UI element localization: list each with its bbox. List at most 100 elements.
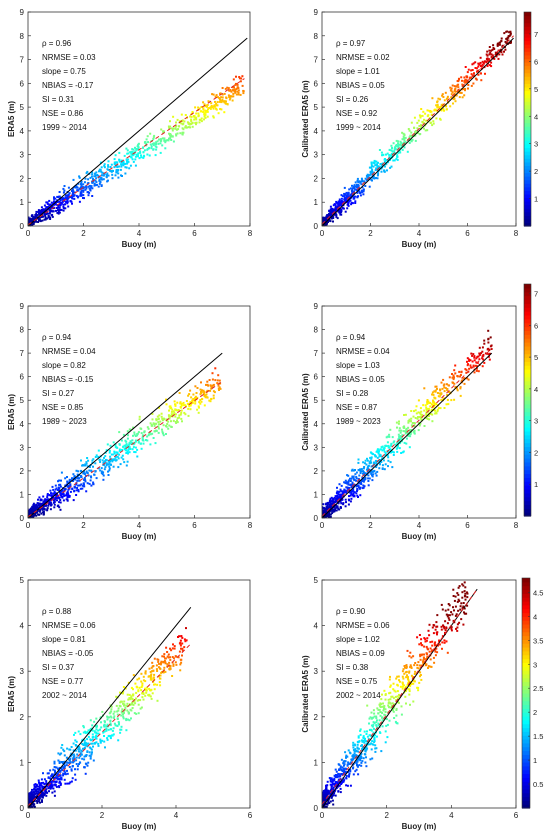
data-point bbox=[101, 178, 104, 181]
data-point bbox=[183, 646, 186, 649]
data-point bbox=[32, 506, 35, 509]
data-point bbox=[32, 502, 35, 505]
data-point bbox=[379, 163, 382, 166]
colorbar-segment bbox=[524, 51, 531, 56]
data-point bbox=[83, 197, 85, 200]
data-point bbox=[48, 786, 51, 789]
data-point bbox=[464, 368, 467, 371]
data-point bbox=[38, 212, 40, 215]
data-point bbox=[56, 493, 58, 496]
data-point bbox=[389, 448, 392, 451]
data-point bbox=[453, 85, 456, 88]
data-point bbox=[370, 456, 373, 459]
data-point bbox=[111, 173, 114, 176]
data-point bbox=[331, 504, 334, 507]
data-point bbox=[56, 199, 59, 202]
data-point bbox=[241, 84, 244, 87]
data-point bbox=[239, 93, 242, 96]
data-point bbox=[165, 424, 167, 427]
data-point bbox=[49, 781, 52, 784]
data-point bbox=[42, 502, 45, 505]
data-point bbox=[345, 199, 348, 202]
data-point bbox=[158, 138, 160, 141]
data-point bbox=[357, 195, 359, 198]
data-point bbox=[148, 687, 151, 690]
data-point bbox=[226, 86, 229, 89]
data-point bbox=[28, 801, 31, 803]
data-point bbox=[136, 699, 139, 702]
data-point bbox=[152, 669, 155, 672]
data-point bbox=[376, 167, 379, 169]
data-point bbox=[346, 196, 349, 199]
colorbar-segment bbox=[524, 353, 531, 359]
data-point bbox=[54, 496, 57, 499]
data-point bbox=[439, 107, 442, 110]
data-point bbox=[110, 463, 112, 466]
data-point bbox=[212, 107, 215, 110]
data-point bbox=[117, 721, 120, 723]
data-point bbox=[179, 663, 182, 666]
data-point bbox=[393, 159, 396, 162]
data-point bbox=[361, 476, 364, 479]
data-point bbox=[86, 482, 89, 485]
data-point bbox=[164, 657, 167, 660]
data-point bbox=[124, 166, 127, 169]
data-point bbox=[446, 393, 449, 396]
data-point bbox=[369, 461, 372, 464]
x-axis-label: Buoy (m) bbox=[402, 532, 437, 541]
data-point bbox=[348, 495, 350, 498]
data-point bbox=[389, 154, 392, 157]
data-point bbox=[71, 190, 73, 192]
data-point bbox=[55, 495, 58, 497]
data-point bbox=[57, 775, 60, 778]
data-point bbox=[31, 509, 34, 512]
data-point bbox=[492, 44, 495, 47]
data-point bbox=[100, 185, 103, 187]
data-point bbox=[401, 438, 404, 441]
data-point bbox=[431, 393, 433, 396]
data-point bbox=[357, 181, 360, 183]
data-point bbox=[163, 666, 166, 669]
data-point bbox=[374, 169, 377, 171]
data-point bbox=[174, 413, 177, 416]
data-point bbox=[394, 443, 397, 446]
data-point bbox=[400, 142, 403, 145]
data-point bbox=[120, 710, 123, 713]
data-point bbox=[176, 417, 179, 420]
data-point bbox=[200, 381, 202, 384]
data-point bbox=[214, 367, 217, 370]
data-point bbox=[183, 120, 186, 123]
data-point bbox=[58, 506, 61, 509]
colorbar-segment bbox=[524, 140, 531, 145]
data-point bbox=[362, 470, 365, 473]
data-point bbox=[36, 785, 39, 788]
data-point bbox=[151, 412, 154, 415]
data-point bbox=[59, 483, 62, 486]
data-point bbox=[44, 791, 47, 794]
data-point bbox=[155, 143, 157, 145]
data-point bbox=[453, 88, 456, 91]
data-point bbox=[432, 399, 434, 402]
data-point bbox=[133, 442, 136, 445]
data-point bbox=[137, 689, 140, 692]
data-point bbox=[413, 132, 416, 135]
colorbar-segment bbox=[524, 465, 531, 471]
data-point bbox=[81, 750, 84, 753]
data-point bbox=[210, 387, 213, 390]
data-point bbox=[211, 93, 214, 96]
data-point bbox=[425, 408, 428, 411]
data-point bbox=[431, 124, 434, 127]
data-point bbox=[35, 783, 38, 786]
data-point bbox=[472, 82, 475, 85]
colorbar-segment bbox=[524, 314, 531, 320]
data-point bbox=[331, 499, 334, 502]
data-point bbox=[347, 204, 350, 207]
data-point bbox=[392, 441, 395, 444]
data-point bbox=[168, 417, 171, 420]
data-point bbox=[58, 780, 61, 783]
data-point bbox=[487, 341, 490, 344]
data-point bbox=[437, 97, 440, 100]
data-point bbox=[62, 203, 65, 206]
data-point bbox=[369, 471, 372, 474]
